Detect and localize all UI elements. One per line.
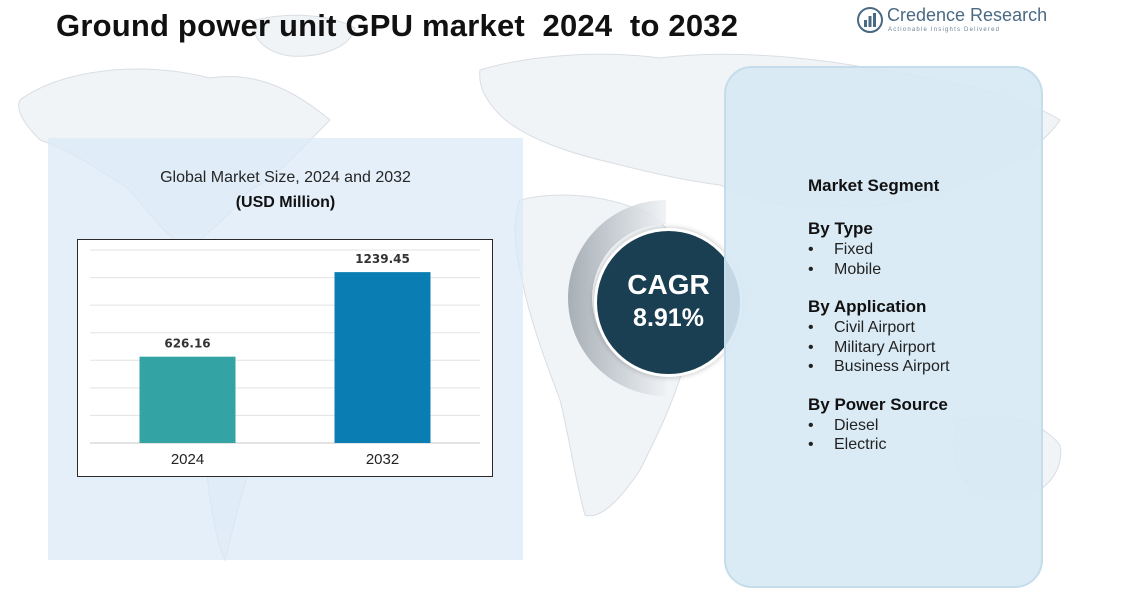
bullet-icon: • [808, 436, 814, 453]
cagr-badge: CAGR 8.91% [594, 228, 743, 377]
segment-group-title: By Power Source [808, 394, 948, 414]
data-label-2032: 1239.45 [355, 252, 410, 266]
chart-frame: 626.16 2024 1239.45 2032 [77, 239, 493, 477]
bullet-icon: • [808, 338, 814, 356]
x-tick-label-2024: 2024 [171, 451, 204, 468]
data-label-2024: 626.16 [164, 337, 210, 351]
segment-group-type: By Type • Fixed • Mobile [808, 218, 950, 279]
logo-name: Credence Research [887, 5, 1048, 25]
chart-title: Global Market Size, 2024 and 2032 [160, 169, 411, 186]
segment-item: • Civil Airport [808, 318, 950, 338]
bullet-icon: • [808, 319, 814, 336]
bullet-icon: • [808, 241, 814, 258]
segment-group-application: By Application • Civil Airport • Military … [808, 296, 950, 377]
segment-item-label: Electric [834, 436, 887, 453]
bar-chart: 626.16 2024 1239.45 2032 [90, 249, 480, 468]
cagr-value: 8.91% [633, 304, 704, 332]
segment-group-power-source: By Power Source • Diesel • Electric [808, 394, 950, 455]
segment-item-label: Business Airport [834, 358, 950, 375]
market-segment-panel: Market Segment By Type • Fixed • Mobile By… [724, 66, 1043, 588]
segment-item: • Business Airport [808, 357, 950, 377]
segment-title: Market Segment [808, 176, 940, 195]
segment-item: • Military Airport [808, 338, 950, 358]
bar-2024 [139, 356, 236, 443]
segment-item: • Electric [808, 435, 950, 455]
chart-panel: Global Market Size, 2024 and 2032 (USD M… [48, 138, 523, 560]
logo-tagline: Actionable Insights Delivered [888, 27, 1001, 33]
segment-list: Market Segment By Type • Fixed • Mobile By… [808, 176, 950, 472]
segment-item: • Fixed [808, 240, 950, 260]
bullet-icon: • [808, 260, 814, 278]
segment-item-label: Diesel [834, 416, 879, 434]
credence-research-logo: Credence Research Actionable Insights De… [855, 4, 1048, 38]
bullet-icon: • [808, 358, 814, 375]
bullet-icon: • [808, 416, 814, 434]
bar-2032 [334, 272, 431, 443]
segment-item-label: Civil Airport [834, 319, 915, 336]
segment-group-title: By Application [808, 297, 927, 316]
segment-item: • Mobile [808, 260, 950, 280]
segment-item-label: Mobile [834, 260, 882, 278]
segment-item: • Diesel [808, 416, 950, 436]
cagr-label: CAGR [627, 269, 710, 300]
logo-mark-icon [857, 7, 883, 33]
cagr-halo [568, 200, 666, 396]
segment-item-label: Fixed [834, 241, 874, 258]
segment-group-title: By Type [808, 219, 873, 238]
page-title: Ground power unit GPU market 2024 to 203… [56, 8, 739, 43]
chart-unit-label: (USD Million) [235, 194, 336, 211]
segment-item-label: Military Airport [834, 338, 936, 356]
x-tick-label-2032: 2032 [366, 451, 399, 468]
